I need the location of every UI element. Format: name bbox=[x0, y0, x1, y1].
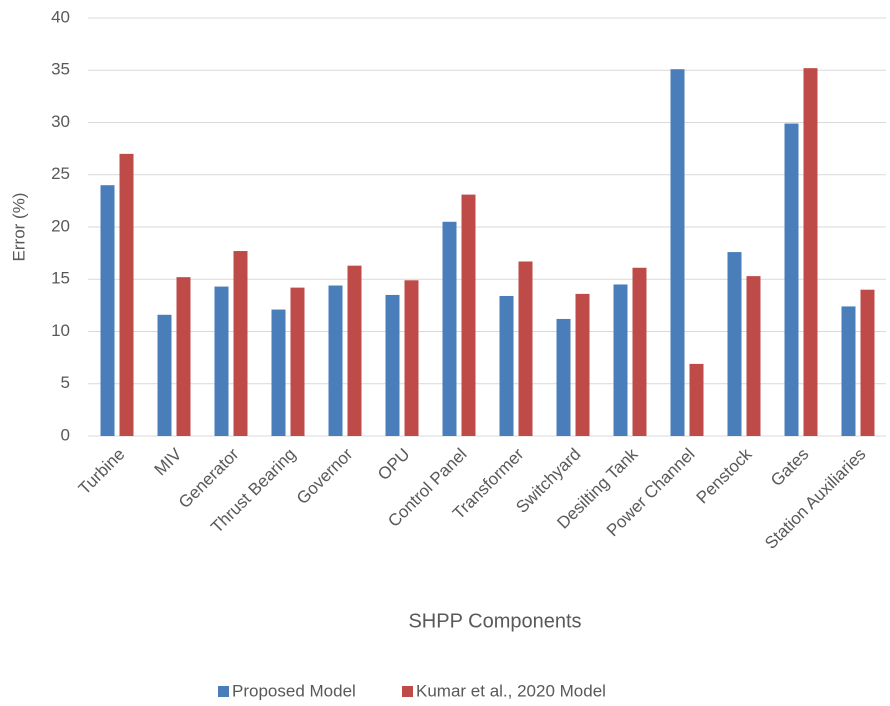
bar bbox=[347, 265, 362, 436]
bar bbox=[499, 295, 514, 436]
x-tick-label: Station Auxiliaries bbox=[761, 445, 869, 553]
bar bbox=[746, 276, 761, 436]
x-tick-label: Penstock bbox=[693, 444, 756, 507]
bar bbox=[860, 289, 875, 436]
bar bbox=[119, 153, 134, 436]
bar bbox=[803, 68, 818, 436]
bar bbox=[442, 221, 457, 436]
y-tick-label: 40 bbox=[51, 7, 70, 26]
y-tick-label: 25 bbox=[51, 164, 70, 183]
x-tick-label: OPU bbox=[374, 445, 413, 484]
y-tick-label: 20 bbox=[51, 216, 70, 235]
y-tick-label: 10 bbox=[51, 321, 70, 340]
y-tick-label: 15 bbox=[51, 269, 70, 288]
bar bbox=[784, 123, 799, 437]
legend-label: Proposed Model bbox=[232, 681, 356, 700]
y-tick-label: 5 bbox=[61, 373, 70, 392]
x-tick-label: Turbine bbox=[75, 445, 129, 499]
bar bbox=[518, 261, 533, 436]
bar bbox=[575, 293, 590, 436]
bar bbox=[328, 285, 343, 436]
bar bbox=[100, 185, 115, 436]
bar bbox=[841, 306, 856, 436]
bar bbox=[157, 314, 172, 436]
bar bbox=[556, 318, 571, 436]
y-tick-label: 35 bbox=[51, 60, 70, 79]
y-axis-title: Error (%) bbox=[9, 193, 28, 262]
x-tick-label: Governor bbox=[293, 444, 357, 508]
bar bbox=[271, 309, 286, 436]
y-tick-label: 30 bbox=[51, 112, 70, 131]
bar bbox=[461, 194, 476, 436]
x-axis-title: SHPP Components bbox=[408, 610, 581, 632]
bar bbox=[214, 286, 229, 436]
bar bbox=[727, 252, 742, 436]
bar bbox=[404, 280, 419, 436]
bar bbox=[385, 294, 400, 436]
bar bbox=[613, 284, 628, 436]
bar bbox=[689, 363, 704, 436]
y-tick-label: 0 bbox=[61, 425, 70, 444]
bar bbox=[670, 69, 685, 436]
bar bbox=[233, 251, 248, 436]
legend-swatch bbox=[402, 686, 413, 697]
bar bbox=[290, 287, 305, 436]
x-tick-label: MIV bbox=[151, 444, 186, 479]
legend-swatch bbox=[218, 686, 229, 697]
legend-label: Kumar et al., 2020 Model bbox=[416, 681, 606, 700]
bar bbox=[632, 267, 647, 436]
x-tick-label: Gates bbox=[767, 445, 813, 491]
bar bbox=[176, 277, 191, 436]
